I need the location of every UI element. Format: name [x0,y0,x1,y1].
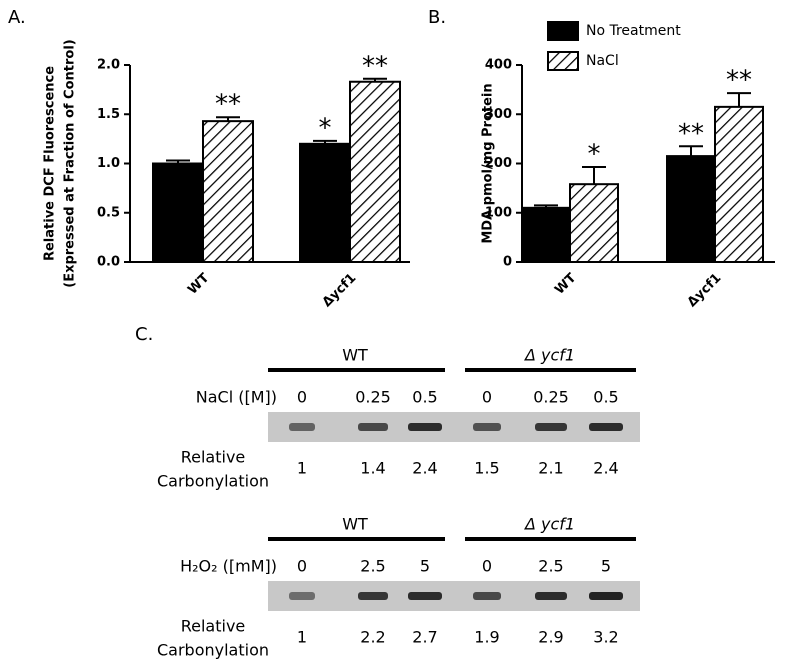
condition-label: 0 [482,388,492,407]
y-tick-label: 400 [485,58,512,73]
blot-band [358,423,388,431]
significance-label: * [319,113,332,143]
carbonylation-value: 1 [297,459,307,478]
bar [521,206,571,263]
y-tick-label: 0.5 [97,205,120,220]
x-tick-label: Δycf1 [685,271,725,311]
condition-label: 5 [601,557,611,576]
blot-band [473,423,501,431]
blot-band [358,592,388,600]
legend-swatch [547,21,579,41]
y-axis-label: Relative DCF Fluorescence [43,66,58,261]
blot-band [408,592,442,600]
bar [349,80,401,264]
treatment-label: H₂O₂ ([mM]) [180,557,277,576]
condition-label: 2.5 [538,557,563,576]
condition-label: 0.5 [412,388,437,407]
carbonylation-value: 3.2 [593,628,618,647]
bar [202,120,254,263]
row-label: Relative [181,617,246,636]
group-label: Δ ycf1 [523,346,575,365]
blot [268,412,640,442]
treatment-label: NaCl ([M]) [196,388,277,407]
condition-label: 0.25 [533,388,569,407]
carbonylation-value: 2.2 [360,628,385,647]
group-label: Δ ycf1 [523,515,575,534]
blot-band [289,423,315,431]
y-axis-label: MDA pmol/mg Protein [481,83,496,243]
bar [666,155,716,263]
y-tick-label: 0 [503,255,512,270]
condition-label: 0 [482,557,492,576]
carbonylation-value: 1.4 [360,459,385,478]
carbonylation-value: 2.9 [538,628,563,647]
blot [268,581,640,611]
bar [714,105,764,263]
y-tick-label: 1.0 [97,156,120,171]
blot-band [535,423,567,431]
y-tick-label: 300 [485,107,512,122]
y-axis-label: (Expressed at Fraction of Control) [63,39,78,288]
condition-label: 0.5 [593,388,618,407]
y-tick-label: 2.0 [97,58,120,73]
blot-band [473,592,501,600]
condition-label: 0 [297,388,307,407]
carbonylation-value: 2.4 [412,459,437,478]
panel-label: C. [135,324,153,345]
blot-band [589,423,623,431]
y-tick-label: 1.5 [97,107,120,122]
y-tick-label: 100 [485,205,512,220]
significance-label: * [588,139,601,169]
row-label: Carbonylation [157,641,269,660]
group-label: WT [342,346,368,365]
condition-label: 5 [420,557,430,576]
y-tick-label: 0.0 [97,255,120,270]
condition-label: 2.5 [360,557,385,576]
carbonylation-value: 2.4 [593,459,618,478]
panel-label: B. [428,7,446,28]
significance-label: ** [678,119,704,149]
blot-band [535,592,567,600]
group-label: WT [342,515,368,534]
carbonylation-value: 1 [297,628,307,647]
carbonylation-value: 2.1 [538,459,563,478]
row-label: Relative [181,448,246,467]
condition-label: 0 [297,557,307,576]
legend-label: NaCl [586,53,619,69]
bar [152,162,204,263]
significance-label: ** [215,90,241,120]
blot-band [408,423,442,431]
x-tick-label: Δycf1 [320,271,360,311]
x-tick-label: WT [552,271,579,298]
condition-label: 0.25 [355,388,391,407]
y-tick-label: 200 [485,156,512,171]
bar [569,183,619,263]
significance-label: ** [362,51,388,81]
legend-swatch [547,51,579,71]
panel-label: A. [8,7,26,28]
significance-label: ** [726,66,752,96]
carbonylation-value: 1.5 [474,459,499,478]
carbonylation-value: 2.7 [412,628,437,647]
row-label: Carbonylation [157,472,269,491]
bar [299,142,351,263]
carbonylation-value: 1.9 [474,628,499,647]
legend-label: No Treatment [586,23,681,39]
blot-band [589,592,623,600]
blot-band [289,592,315,600]
x-tick-label: WT [185,271,212,298]
